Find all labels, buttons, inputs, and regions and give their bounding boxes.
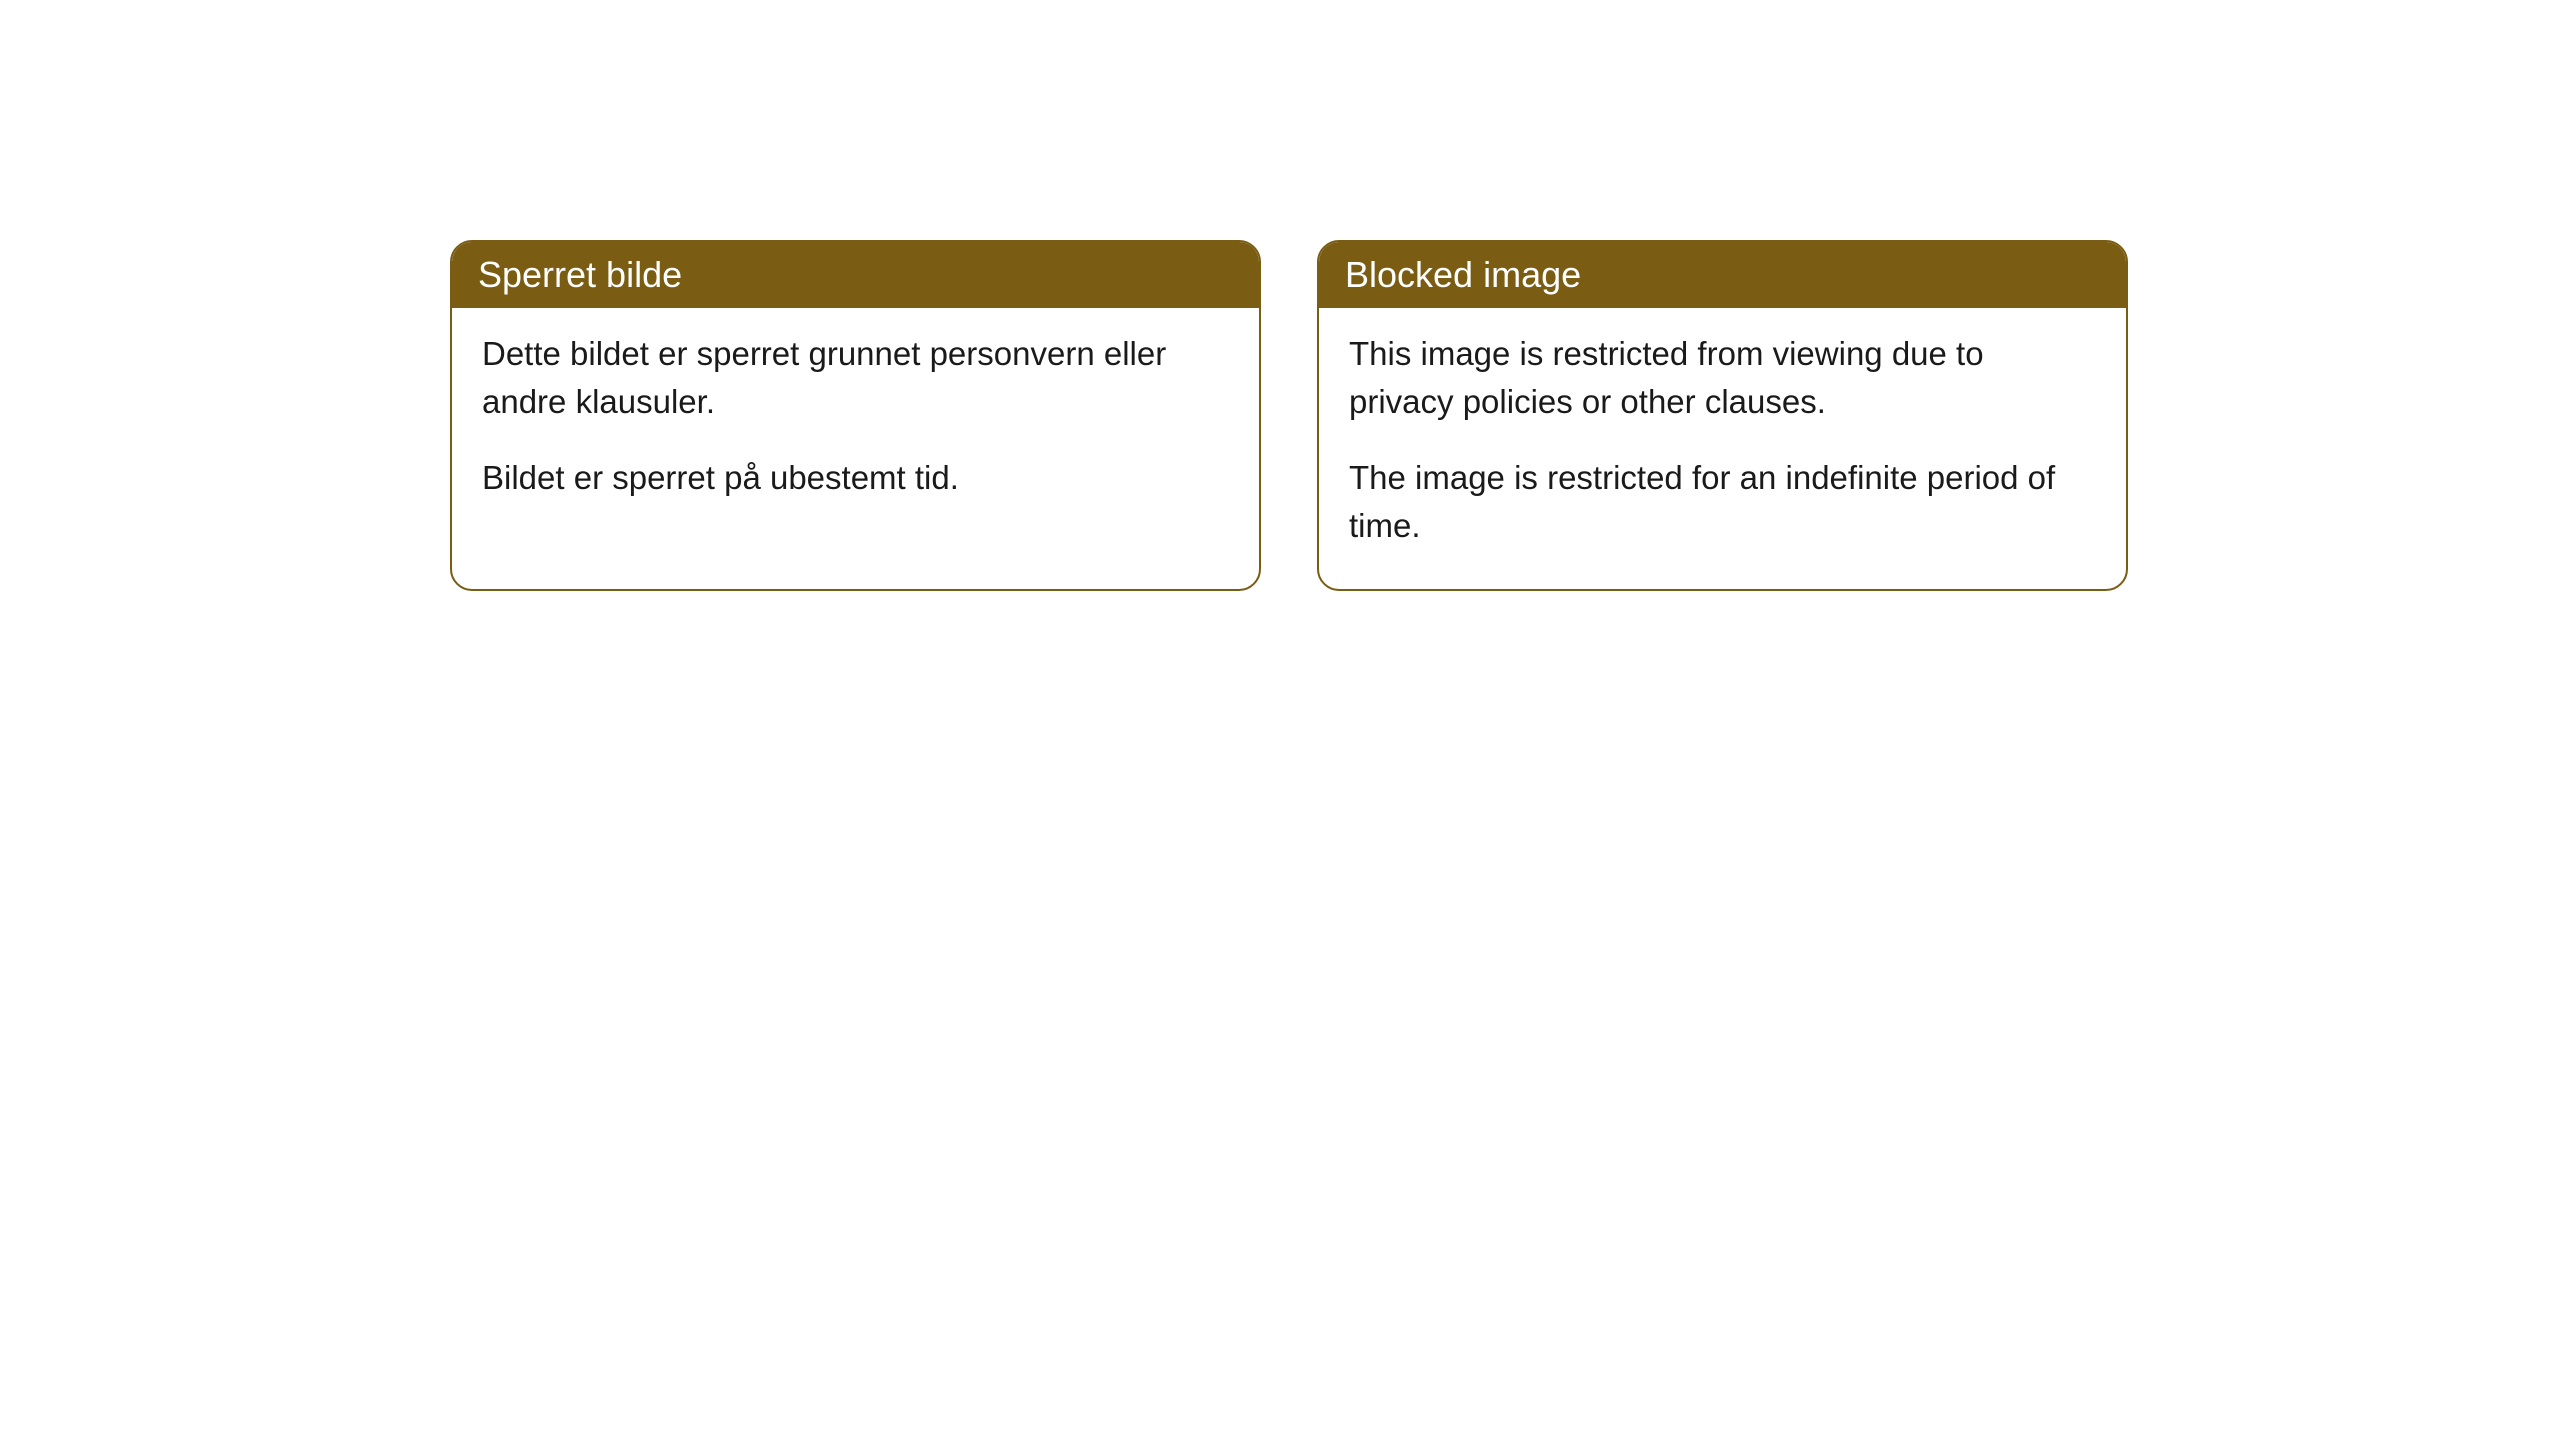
card-paragraph: This image is restricted from viewing du…: [1349, 330, 2096, 426]
card-header: Sperret bilde: [452, 242, 1259, 308]
card-norwegian: Sperret bilde Dette bildet er sperret gr…: [450, 240, 1261, 591]
card-paragraph: The image is restricted for an indefinit…: [1349, 454, 2096, 550]
card-body: Dette bildet er sperret grunnet personve…: [452, 308, 1259, 542]
card-body: This image is restricted from viewing du…: [1319, 308, 2126, 589]
card-header: Blocked image: [1319, 242, 2126, 308]
card-english: Blocked image This image is restricted f…: [1317, 240, 2128, 591]
card-paragraph: Bildet er sperret på ubestemt tid.: [482, 454, 1229, 502]
card-paragraph: Dette bildet er sperret grunnet personve…: [482, 330, 1229, 426]
cards-container: Sperret bilde Dette bildet er sperret gr…: [450, 240, 2128, 591]
